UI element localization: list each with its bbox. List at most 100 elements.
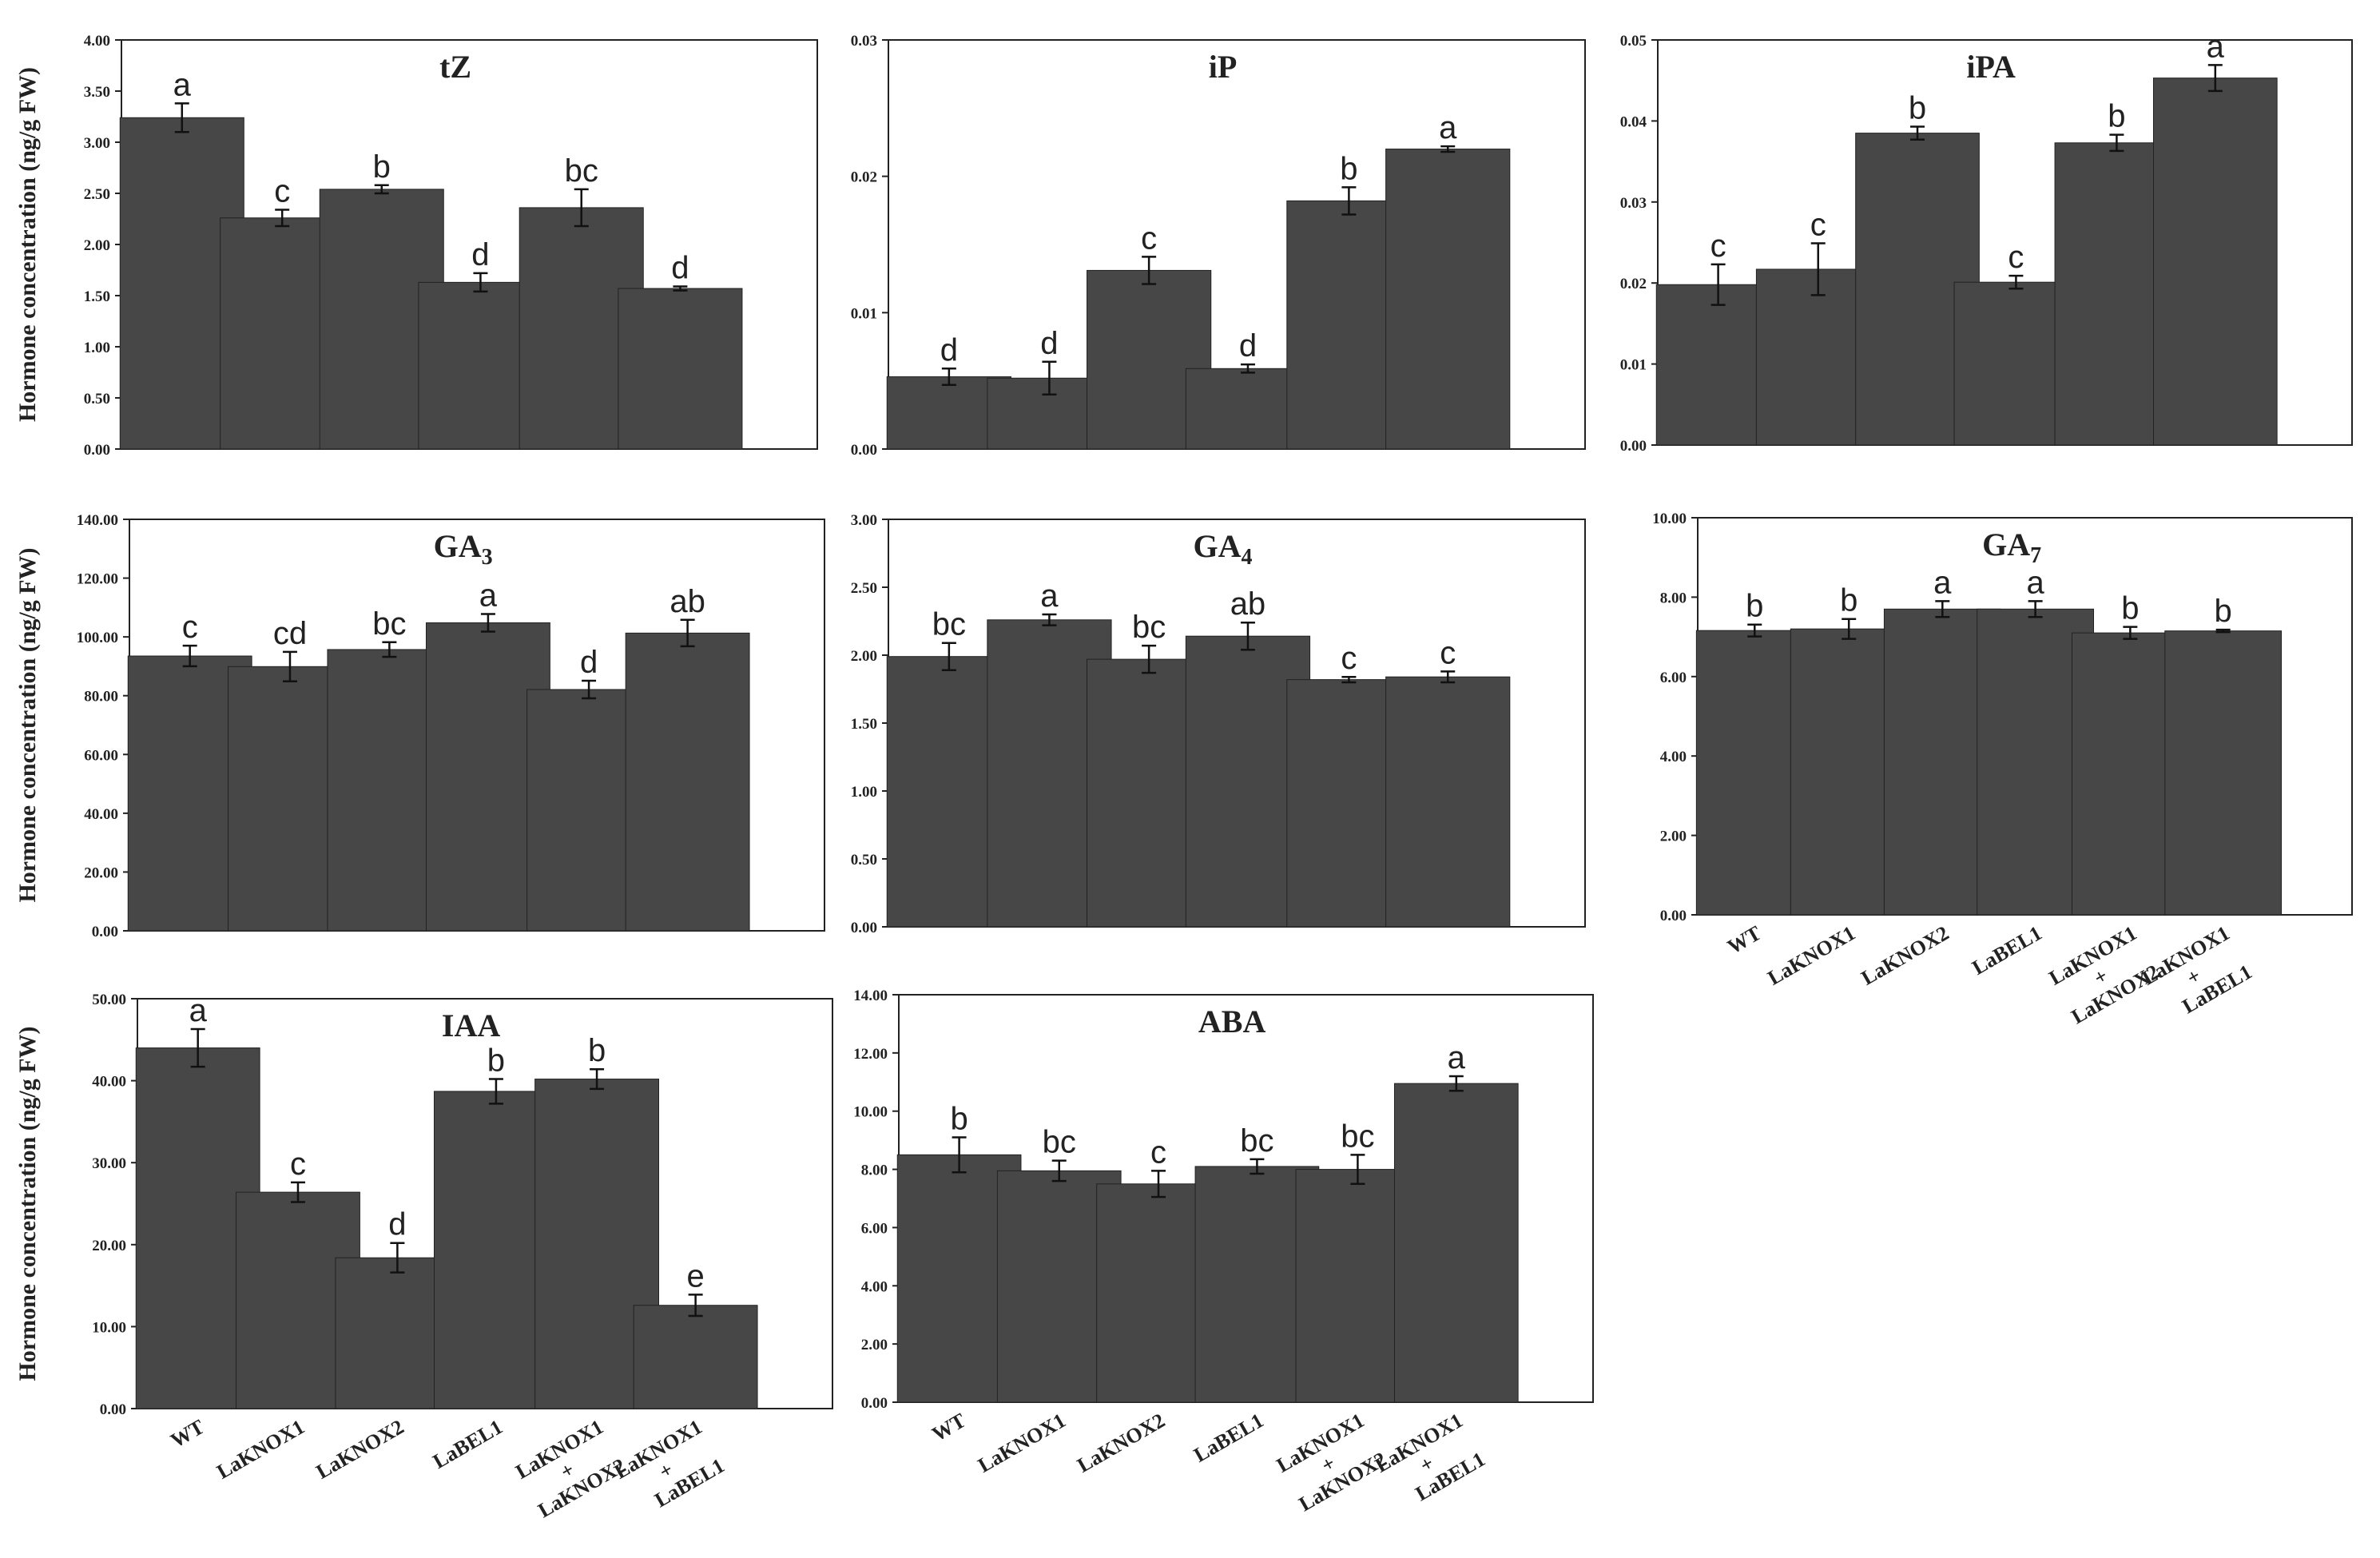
y-tick-label: 4.00 (1660, 749, 1687, 765)
y-tick-label: 3.00 (84, 135, 110, 152)
significance-letter: bc (932, 607, 966, 642)
x-category-label: LaKNOX1+LaKNOX2 (511, 1415, 630, 1522)
significance-letter: b (950, 1102, 967, 1137)
significance-letter: b (373, 149, 391, 185)
x-category-label: WT (167, 1415, 209, 1453)
y-tick-label: 12.00 (853, 1046, 888, 1063)
y-tick-label: 1.00 (851, 784, 877, 801)
significance-letter: b (2215, 594, 2232, 629)
bar (2164, 630, 2283, 916)
y-tick-label: 0.02 (1620, 276, 1647, 292)
significance-letter: a (1040, 578, 1059, 614)
x-category-line: LaKNOX2 (1858, 921, 1953, 990)
y-tick-label: 3.00 (851, 512, 877, 529)
significance-letter: a (479, 578, 498, 613)
significance-letter: c (2008, 240, 2024, 275)
y-tick-label: 60.00 (84, 747, 118, 764)
y-tick-label: 40.00 (84, 806, 118, 823)
significance-letter: b (1746, 589, 1763, 624)
x-category-label: LaKNOX1 (1764, 921, 1860, 990)
significance-letter: a (1933, 565, 1952, 600)
y-tick-label: 80.00 (84, 689, 118, 705)
significance-letter: d (671, 250, 689, 285)
chart-ga3: 0.00 20.00 40.00 60.00 80.00 100.00 120.00 140.… (14, 512, 825, 940)
y-tick-label: 1.50 (851, 716, 877, 733)
x-category-label: LaKNOX1 (213, 1415, 308, 1484)
significance-letter: b (2108, 99, 2125, 134)
y-axis-label: Hormone concentration (ng/g FW) (14, 547, 41, 902)
chart-title: GA3 (434, 528, 493, 570)
y-tick-label: 0.00 (84, 442, 110, 459)
significance-letter: bc (1132, 610, 1166, 645)
x-category-label: WT (1723, 921, 1765, 959)
y-tick-label: 2.00 (861, 1337, 888, 1353)
x-category-label: LaKNOX1+LaBEL1 (2138, 921, 2256, 1018)
chart-tz: 0.00 0.50 1.00 1.50 2.00 2.50 3.00 3.50 4.00 tZ a c… (14, 33, 818, 459)
y-tick-label: 1.00 (84, 340, 110, 356)
bar (2152, 78, 2278, 446)
significance-letter: a (2207, 29, 2225, 64)
y-tick-label: 20.00 (84, 864, 118, 881)
significance-letter: c (1141, 221, 1157, 256)
significance-letter: c (1440, 635, 1456, 670)
chart-title: iPA (1966, 49, 2016, 85)
y-tick-label: 0.00 (92, 924, 118, 940)
y-tick-label: 4.00 (861, 1278, 888, 1295)
significance-letter: b (1909, 90, 1926, 125)
x-category-label: LaKNOX2 (1073, 1409, 1169, 1477)
x-category-line: WT (167, 1415, 209, 1453)
x-category-line: WT (928, 1409, 970, 1446)
x-category-line: LaKNOX2 (312, 1415, 408, 1484)
y-tick-label: 100.00 (77, 630, 118, 646)
y-tick-label: 2.00 (851, 648, 877, 665)
y-tick-label: 120.00 (77, 571, 118, 588)
significance-letter: bc (1240, 1123, 1273, 1159)
bar (618, 288, 743, 450)
y-tick-label: 8.00 (861, 1163, 888, 1179)
chart-ipa: 0.00 0.01 0.02 0.03 0.04 0.05 iPA c c b c b a (1620, 29, 2353, 455)
x-category-line: WT (1723, 921, 1765, 959)
x-category-line: LaBEL1 (429, 1415, 507, 1473)
significance-letter: a (1448, 1040, 1466, 1075)
significance-letter: b (1840, 583, 1858, 618)
y-tick-label: 0.02 (851, 169, 877, 186)
x-category-line: LaBEL1 (1190, 1409, 1267, 1467)
y-tick-label: 20.00 (92, 1238, 126, 1254)
y-tick-label: 0.01 (1620, 357, 1647, 374)
significance-letter: c (274, 173, 290, 209)
bar (633, 1305, 758, 1409)
chart-title: ABA (1198, 1004, 1266, 1039)
y-tick-label: 6.00 (861, 1220, 888, 1237)
significance-letter: bc (1043, 1125, 1076, 1160)
chart-title: tZ (439, 49, 471, 85)
x-category-label: LaBEL1 (1969, 921, 2046, 980)
significance-letter: d (388, 1207, 406, 1242)
significance-letter: d (940, 332, 958, 368)
significance-letter: e (686, 1258, 704, 1294)
significance-letter: d (471, 237, 489, 272)
y-tick-label: 0.50 (851, 852, 877, 868)
y-tick-label: 10.00 (1652, 511, 1687, 527)
y-tick-label: 4.00 (84, 33, 110, 50)
significance-letter: c (1810, 208, 1826, 243)
x-category-label: LaKNOX1+LaKNOX2 (1273, 1409, 1391, 1516)
y-tick-label: 0.00 (851, 442, 877, 459)
y-tick-label: 0.00 (100, 1401, 126, 1418)
significance-letter: a (2026, 565, 2044, 600)
significance-letter: d (1239, 328, 1257, 364)
y-tick-label: 0.05 (1620, 33, 1647, 50)
significance-letter: a (189, 993, 208, 1028)
significance-letter: bc (565, 153, 598, 189)
x-category-label: LaKNOX1 (974, 1409, 1070, 1477)
chart-iaa: 0.00 10.00 20.00 30.00 40.00 50.00 IAA a c d b b e Ho… (14, 992, 833, 1522)
y-tick-label: 0.03 (851, 33, 877, 50)
y-tick-label: 2.00 (1660, 829, 1687, 845)
x-category-label: LaBEL1 (429, 1415, 507, 1473)
y-tick-label: 6.00 (1660, 670, 1687, 686)
y-axis-label: Hormone concentration (ng/g FW) (14, 67, 41, 422)
x-category-label: LaBEL1 (1190, 1409, 1267, 1467)
significance-letter: bc (372, 606, 406, 642)
